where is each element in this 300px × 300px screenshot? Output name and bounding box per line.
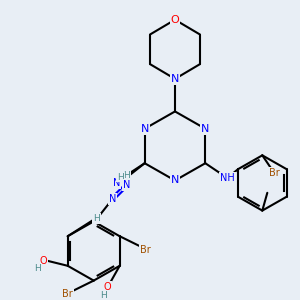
Text: H: H <box>34 264 41 273</box>
Text: H: H <box>93 214 100 223</box>
Text: N: N <box>123 180 130 190</box>
Text: Br: Br <box>269 168 280 178</box>
Text: H: H <box>123 171 130 180</box>
Text: NH: NH <box>220 173 235 183</box>
Text: N: N <box>109 194 116 204</box>
Text: O: O <box>40 256 47 266</box>
Text: Br: Br <box>140 245 151 255</box>
Text: O: O <box>104 281 112 292</box>
Text: H: H <box>117 172 124 182</box>
Text: N: N <box>201 124 209 134</box>
Text: Br: Br <box>62 290 73 299</box>
Text: N: N <box>140 124 149 134</box>
Text: N: N <box>171 74 179 84</box>
Text: N: N <box>113 178 120 188</box>
Text: H: H <box>100 291 107 300</box>
Text: N: N <box>171 176 179 185</box>
Text: O: O <box>171 15 179 25</box>
